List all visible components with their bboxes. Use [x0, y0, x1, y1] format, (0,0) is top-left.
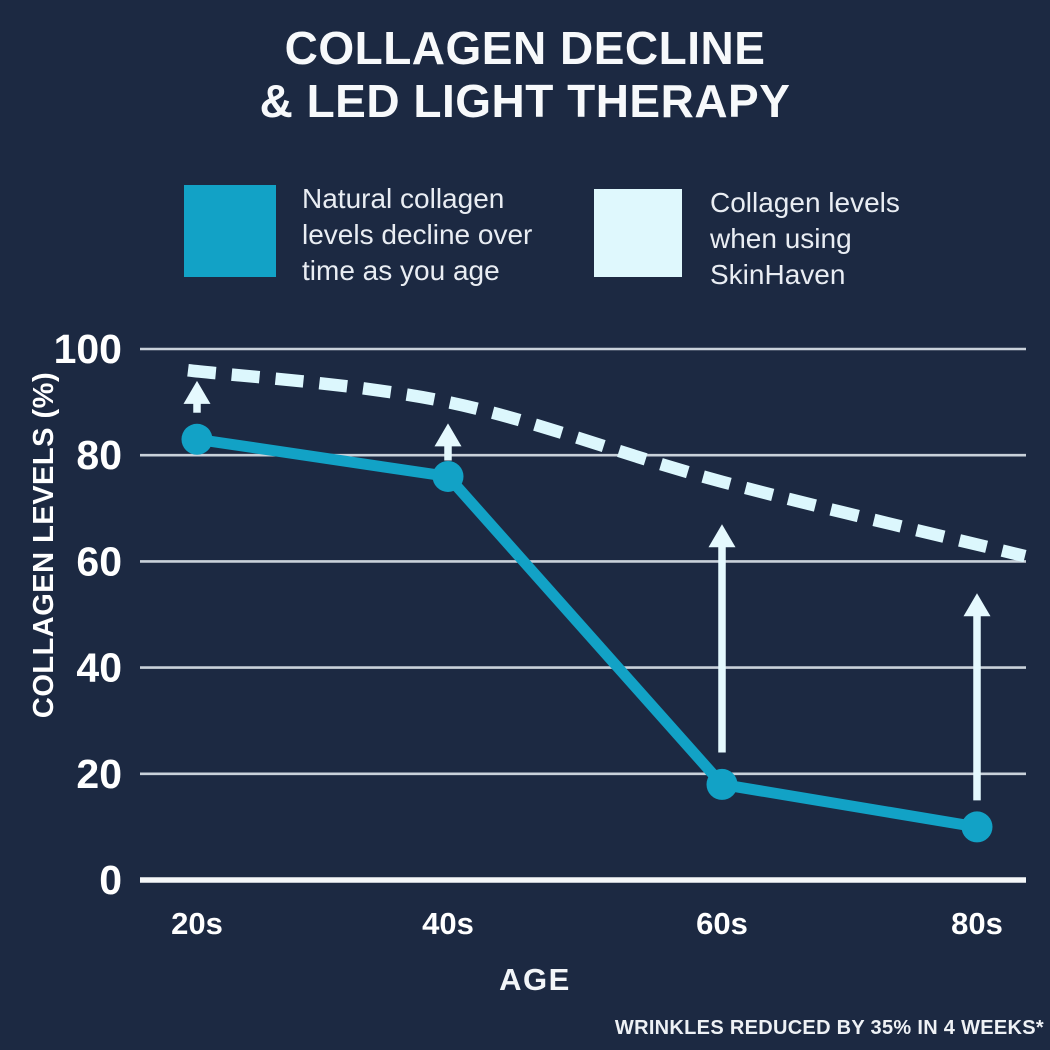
x-tick-label: 80s	[951, 906, 1003, 941]
boost-arrow-head	[434, 423, 462, 447]
x-tick-label: 20s	[171, 906, 223, 941]
legend-skinhaven-line2: when using	[710, 223, 852, 254]
x-tick-label: 40s	[422, 906, 474, 941]
y-axis-title: COLLAGEN LEVELS (%)	[28, 371, 60, 719]
boost-arrow-head	[963, 593, 991, 617]
series-natural-point	[181, 423, 213, 455]
y-tick-label: 40	[76, 645, 122, 691]
series-skinhaven-dashed-line	[187, 364, 1027, 563]
y-tick-label: 80	[76, 432, 122, 478]
x-tick-label: 60s	[696, 906, 748, 941]
legend-natural-line1: Natural collagen	[302, 183, 505, 214]
series-natural-line	[191, 433, 983, 833]
legend-skinhaven-line1: Collagen levels	[710, 187, 900, 218]
y-tick-label: 0	[99, 857, 122, 903]
series-natural-point	[961, 811, 993, 843]
series-natural-point	[706, 768, 738, 800]
legend-natural-line2: levels decline over	[302, 219, 533, 250]
title-line-1: COLLAGEN DECLINE	[284, 22, 766, 74]
legend-label-skinhaven: Collagen levels when using SkinHaven	[710, 185, 900, 293]
title-line-2: & LED LIGHT THERAPY	[259, 75, 791, 127]
y-tick-label: 60	[76, 538, 122, 584]
legend-item-skinhaven: Collagen levels when using SkinHaven	[594, 187, 900, 293]
legend-item-natural: Natural collagen levels decline over tim…	[184, 183, 532, 289]
series-natural-point	[432, 460, 464, 492]
boost-arrow-head	[183, 380, 211, 404]
legend-skinhaven-line3: SkinHaven	[710, 259, 846, 290]
legend-natural-line3: time as you age	[302, 255, 500, 286]
x-axis-title: AGE	[499, 962, 571, 997]
page-title: COLLAGEN DECLINE & LED LIGHT THERAPY	[0, 22, 1050, 128]
boost-arrow-head	[708, 524, 736, 548]
legend-swatch-natural	[184, 185, 276, 277]
y-tick-label: 20	[76, 751, 122, 797]
footnote-claim: WRINKLES REDUCED BY 35% IN 4 WEEKS*	[614, 1017, 1044, 1039]
legend-label-natural: Natural collagen levels decline over tim…	[302, 181, 532, 289]
legend-swatch-skinhaven	[594, 189, 682, 277]
